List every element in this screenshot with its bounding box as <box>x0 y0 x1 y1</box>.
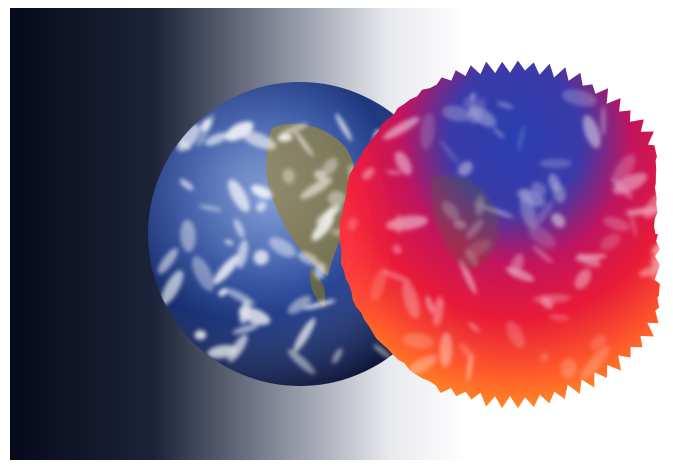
photo-scene <box>10 8 663 460</box>
scene-illustration <box>10 8 663 460</box>
distorted-hot-earth <box>339 60 660 409</box>
